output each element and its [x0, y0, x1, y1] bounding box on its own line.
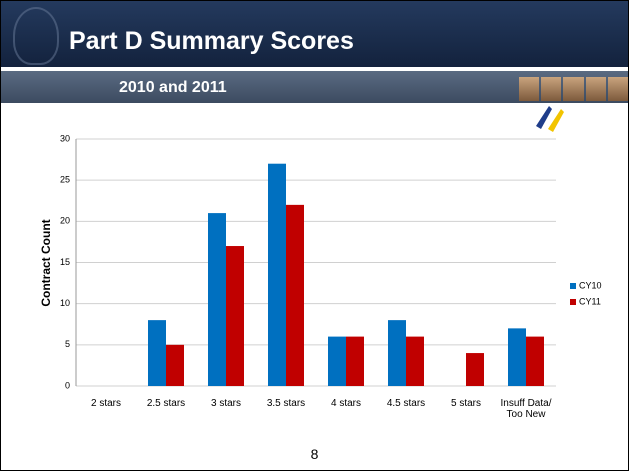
- decoration: [536, 106, 552, 129]
- bar: [406, 337, 424, 386]
- x-tick-label: 2.5 stars: [136, 398, 196, 409]
- y-tick-label: 10: [60, 298, 70, 308]
- bar: [148, 320, 166, 386]
- bar: [226, 246, 244, 386]
- y-tick-label: 5: [65, 339, 70, 349]
- bar: [328, 337, 346, 386]
- bar: [286, 205, 304, 386]
- bar: [268, 164, 286, 386]
- y-tick-label: 30: [60, 133, 70, 143]
- x-tick-label: 3 stars: [196, 398, 256, 409]
- bar: [166, 345, 184, 386]
- y-tick-label: 20: [60, 216, 70, 226]
- bar: [466, 353, 484, 386]
- y-tick-label: 25: [60, 175, 70, 185]
- x-tick-label: Insuff Data/ Too New: [496, 398, 556, 420]
- decoration: [548, 109, 564, 132]
- bar: [526, 337, 544, 386]
- x-tick-label: 4 stars: [316, 398, 376, 409]
- y-tick-label: 15: [60, 257, 70, 267]
- bar: [208, 213, 226, 386]
- x-tick-label: 2 stars: [76, 398, 136, 409]
- x-tick-label: 3.5 stars: [256, 398, 316, 409]
- bar: [346, 337, 364, 386]
- bar: [388, 320, 406, 386]
- legend-label: CY10: [579, 280, 602, 290]
- legend-label: CY11: [579, 296, 601, 306]
- bar: [508, 328, 526, 386]
- slide: Part D Summary Scores 2010 and 2011 Cont…: [0, 0, 629, 471]
- legend-swatch: [570, 283, 576, 289]
- x-tick-label: 4.5 stars: [376, 398, 436, 409]
- page-number: 8: [1, 446, 628, 462]
- legend-swatch: [570, 299, 576, 305]
- y-tick-label: 0: [65, 380, 70, 390]
- x-tick-label: 5 stars: [436, 398, 496, 409]
- y-axis-label: Contract Count: [39, 219, 53, 306]
